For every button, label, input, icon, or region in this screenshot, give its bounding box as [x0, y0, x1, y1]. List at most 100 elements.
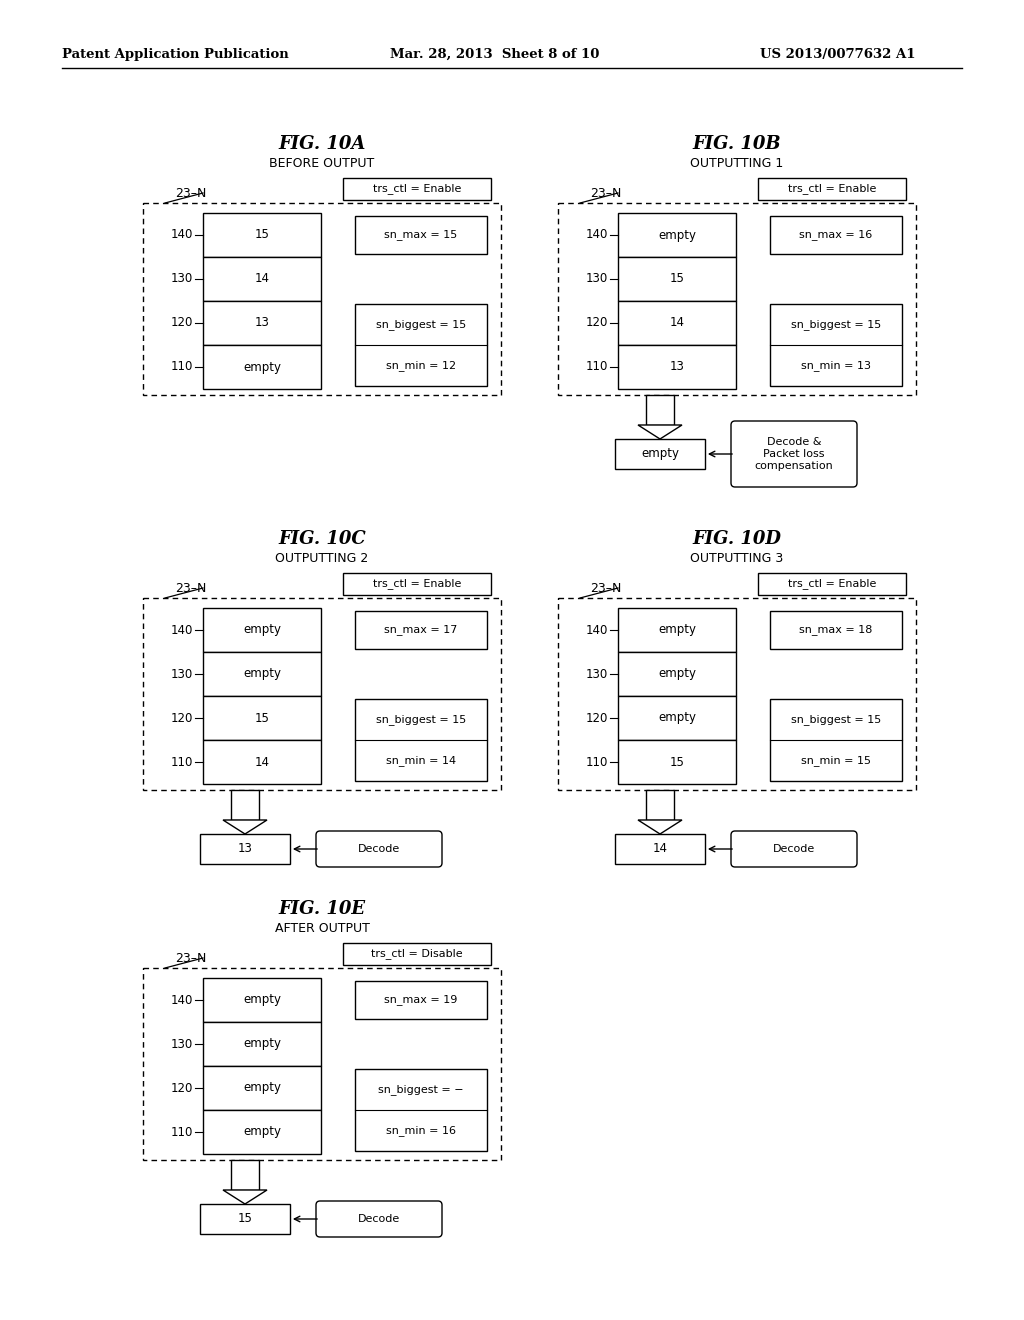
Text: sn_min = 16: sn_min = 16 — [386, 1125, 456, 1137]
Bar — [203, 1110, 321, 1154]
Polygon shape — [638, 820, 682, 834]
Text: 120: 120 — [171, 711, 193, 725]
Bar — [558, 203, 916, 395]
Text: FIG. 10D: FIG. 10D — [692, 531, 781, 548]
Text: trs_ctl = Enable: trs_ctl = Enable — [787, 183, 877, 194]
Text: Mar. 28, 2013  Sheet 8 of 10: Mar. 28, 2013 Sheet 8 of 10 — [390, 48, 599, 61]
Bar — [770, 700, 902, 781]
Bar — [203, 652, 321, 696]
Text: 130: 130 — [586, 668, 608, 681]
Text: 130: 130 — [171, 272, 193, 285]
Bar — [618, 257, 736, 301]
Text: 14: 14 — [670, 317, 684, 330]
FancyBboxPatch shape — [731, 832, 857, 867]
Text: 130: 130 — [171, 668, 193, 681]
Text: empty: empty — [243, 994, 281, 1006]
Text: trs_ctl = Enable: trs_ctl = Enable — [373, 183, 461, 194]
Bar — [618, 741, 736, 784]
Text: AFTER OUTPUT: AFTER OUTPUT — [274, 921, 370, 935]
Text: 15: 15 — [255, 711, 269, 725]
Bar — [355, 700, 487, 781]
Text: 23–N: 23–N — [590, 187, 622, 201]
Text: empty: empty — [243, 623, 281, 636]
Polygon shape — [223, 820, 267, 834]
Text: 140: 140 — [171, 228, 193, 242]
Text: 140: 140 — [586, 623, 608, 636]
Bar — [203, 978, 321, 1022]
Bar — [618, 696, 736, 741]
Bar — [618, 345, 736, 389]
Text: empty: empty — [658, 668, 696, 681]
Text: FIG. 10B: FIG. 10B — [692, 135, 781, 153]
Text: 15: 15 — [670, 755, 684, 768]
Text: FIG. 10C: FIG. 10C — [279, 531, 366, 548]
Text: OUTPUTTING 3: OUTPUTTING 3 — [690, 552, 783, 565]
Text: sn_min = 14: sn_min = 14 — [386, 755, 456, 766]
FancyBboxPatch shape — [731, 421, 857, 487]
Bar — [203, 345, 321, 389]
Text: 14: 14 — [255, 755, 269, 768]
Text: 23–N: 23–N — [175, 952, 207, 965]
Text: 13: 13 — [255, 317, 269, 330]
Polygon shape — [638, 425, 682, 440]
Text: Decode: Decode — [357, 843, 400, 854]
Text: 13: 13 — [238, 842, 253, 855]
Text: OUTPUTTING 2: OUTPUTTING 2 — [275, 552, 369, 565]
Text: 15: 15 — [670, 272, 684, 285]
Text: sn_max = 17: sn_max = 17 — [384, 624, 458, 635]
Bar — [646, 789, 674, 820]
Text: 110: 110 — [171, 360, 193, 374]
Bar — [618, 609, 736, 652]
Bar — [558, 598, 916, 789]
Bar — [618, 301, 736, 345]
Bar — [200, 1204, 290, 1234]
Text: sn_max = 19: sn_max = 19 — [384, 994, 458, 1006]
Bar — [203, 1022, 321, 1067]
Text: 140: 140 — [171, 623, 193, 636]
Bar — [355, 981, 487, 1019]
Bar — [615, 440, 705, 469]
Text: 13: 13 — [670, 360, 684, 374]
Bar — [355, 304, 487, 385]
Text: 110: 110 — [586, 360, 608, 374]
Text: sn_biggest = 15: sn_biggest = 15 — [376, 714, 466, 725]
FancyBboxPatch shape — [316, 1201, 442, 1237]
Text: 130: 130 — [586, 272, 608, 285]
Text: 140: 140 — [586, 228, 608, 242]
Bar — [758, 178, 906, 201]
Text: empty: empty — [243, 1038, 281, 1051]
Text: FIG. 10E: FIG. 10E — [279, 900, 366, 917]
Bar — [143, 598, 501, 789]
Bar — [770, 611, 902, 649]
Text: trs_ctl = Enable: trs_ctl = Enable — [787, 578, 877, 590]
Bar — [231, 1160, 259, 1191]
Text: 23–N: 23–N — [590, 582, 622, 595]
Text: empty: empty — [658, 623, 696, 636]
Text: empty: empty — [641, 447, 679, 461]
Bar — [203, 741, 321, 784]
Text: BEFORE OUTPUT: BEFORE OUTPUT — [269, 157, 375, 170]
Text: Decode: Decode — [357, 1214, 400, 1224]
Text: 23–N: 23–N — [175, 582, 207, 595]
Bar — [355, 1069, 487, 1151]
Text: sn_min = 15: sn_min = 15 — [801, 755, 871, 766]
Text: 120: 120 — [171, 1081, 193, 1094]
Text: empty: empty — [243, 1126, 281, 1138]
Text: empty: empty — [658, 711, 696, 725]
FancyBboxPatch shape — [316, 832, 442, 867]
Text: 15: 15 — [238, 1213, 253, 1225]
Bar — [203, 301, 321, 345]
Text: sn_max = 18: sn_max = 18 — [800, 624, 872, 635]
Text: Decode: Decode — [773, 843, 815, 854]
Bar — [758, 573, 906, 595]
Text: empty: empty — [243, 360, 281, 374]
Text: OUTPUTTING 1: OUTPUTTING 1 — [690, 157, 783, 170]
Bar — [143, 968, 501, 1160]
Bar — [143, 203, 501, 395]
Bar — [231, 789, 259, 820]
Text: US 2013/0077632 A1: US 2013/0077632 A1 — [760, 48, 915, 61]
Text: 14: 14 — [652, 842, 668, 855]
Text: 120: 120 — [171, 317, 193, 330]
Text: 14: 14 — [255, 272, 269, 285]
Text: sn_biggest = −: sn_biggest = − — [378, 1084, 464, 1096]
